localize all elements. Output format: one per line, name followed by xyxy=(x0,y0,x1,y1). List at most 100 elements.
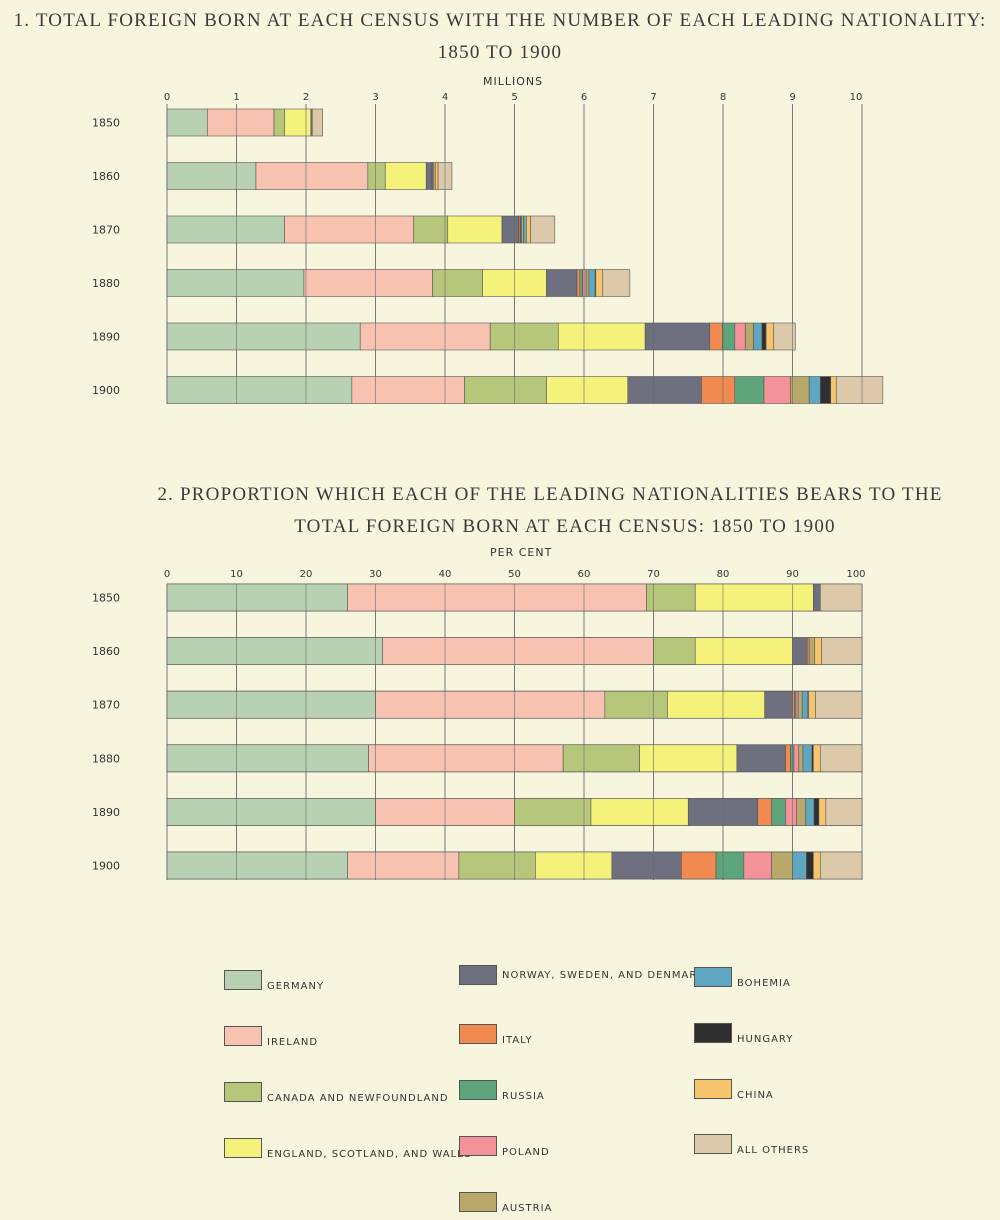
chart1-tick-label: 5 xyxy=(511,92,517,103)
chart2-title: 2. PROPORTION WHICH EACH OF THE LEADING … xyxy=(157,484,943,505)
chart1-year-label: 1870 xyxy=(92,224,120,237)
chart2-bar-bohemia-1900 xyxy=(792,851,807,880)
chart2-bar-england-1890 xyxy=(590,798,689,826)
chart1-tick-label: 9 xyxy=(789,92,795,103)
chart2-tick-label: 0 xyxy=(164,569,170,580)
chart2-bar-norway-1850 xyxy=(813,583,821,612)
chart1-bar-allothers-1900 xyxy=(835,376,884,404)
chart2-bar-canada-1870 xyxy=(604,690,668,719)
chart1-tick-label: 1 xyxy=(233,92,239,103)
chart2-bar-allothers-1870 xyxy=(815,690,863,719)
chart1-bar-italy-1900 xyxy=(701,376,736,404)
chart2-bar-poland-1870 xyxy=(795,690,799,719)
chart1-bar-ireland-1890 xyxy=(359,322,491,351)
chart2-tick-label: 50 xyxy=(508,569,521,580)
chart2-axis-label: PER CENT xyxy=(490,546,553,559)
chart2-bar-allothers-1880 xyxy=(819,744,863,773)
chart2-bar-germany-1880 xyxy=(166,744,369,773)
chart1-tick-label: 7 xyxy=(650,92,656,103)
chart2-bar-germany-1890 xyxy=(166,798,376,826)
chart1-bar-germany-1850 xyxy=(166,108,208,137)
chart1-bar-canada-1880 xyxy=(432,269,483,297)
chart2-bar-ireland-1850 xyxy=(347,583,647,612)
chart1-tick-label: 2 xyxy=(303,92,309,103)
chart2-tick-label: 10 xyxy=(230,569,243,580)
chart2-bar-ireland-1870 xyxy=(375,690,606,719)
chart2-tick-label: 100 xyxy=(846,569,865,580)
chart2-bar-ireland-1860 xyxy=(382,637,654,665)
chart1-bar-germany-1890 xyxy=(166,322,361,351)
chart2-year-label: 1890 xyxy=(92,806,120,819)
chart2-bar-china-1900 xyxy=(813,851,821,880)
chart2-bar-hungary-1900 xyxy=(806,851,814,880)
chart1-bar-england-1890 xyxy=(557,322,646,351)
chart2-bar-poland-1880 xyxy=(793,744,800,773)
chart2-bar-austria-1900 xyxy=(771,851,793,880)
chart1-bar-england-1900 xyxy=(546,376,629,404)
chart2-bar-austria-1860 xyxy=(808,637,816,665)
chart2-tick-label: 70 xyxy=(647,569,660,580)
chart2-bar-norway-1900 xyxy=(611,851,682,880)
chart1-bar-ireland-1900 xyxy=(351,376,465,404)
chart1-bar-norway-1890 xyxy=(644,322,711,351)
chart2-bar-china-1890 xyxy=(818,798,827,826)
chart1-bar-allothers-1870 xyxy=(530,215,556,244)
chart2-bar-ireland-1900 xyxy=(347,851,460,880)
chart1-year-label: 1860 xyxy=(92,170,120,183)
chart1-bar-canada-1900 xyxy=(464,376,547,404)
chart2-bar-germany-1860 xyxy=(166,637,383,665)
chart1-year-label: 1850 xyxy=(92,117,120,130)
chart2-bar-canada-1890 xyxy=(514,798,592,826)
chart2-bar-england-1900 xyxy=(535,851,613,880)
chart2-tick-label: 40 xyxy=(439,569,452,580)
chart2-year-label: 1860 xyxy=(92,645,120,658)
chart2-bar-canada-1880 xyxy=(562,744,640,773)
chart2-bar-russia-1900 xyxy=(715,851,745,880)
chart2-bar-austria-1880 xyxy=(798,744,804,773)
chart2-bar-china-1880 xyxy=(813,744,821,773)
chart2-bar-poland-1890 xyxy=(785,798,797,826)
chart1-tick-label: 8 xyxy=(720,92,726,103)
chart2-bar-norway-1860 xyxy=(792,637,807,665)
chart1-tick-label: 0 xyxy=(164,92,170,103)
chart2-bar-bohemia-1880 xyxy=(802,744,813,773)
chart2-bar-russia-1880 xyxy=(790,744,795,773)
chart1-bar-allothers-1890 xyxy=(773,322,796,351)
chart2-bar-china-1870 xyxy=(808,690,816,719)
chart2-bar-bohemia-1870 xyxy=(801,690,809,719)
chart2-year-label: 1870 xyxy=(92,699,120,712)
chart2-year-label: 1850 xyxy=(92,592,120,605)
chart2-bar-england-1860 xyxy=(694,637,793,665)
chart1-year-label: 1900 xyxy=(92,384,120,397)
chart1-bar-canada-1890 xyxy=(489,322,559,351)
chart1-subtitle: 1850 TO 1900 xyxy=(437,42,563,63)
chart2-bar-bohemia-1890 xyxy=(805,798,815,826)
chart2-bar-germany-1850 xyxy=(166,583,348,612)
chart2-year-label: 1880 xyxy=(92,752,120,765)
chart2-bar-canada-1850 xyxy=(646,583,696,612)
chart1-tick-label: 10 xyxy=(850,92,863,103)
chart1-bar-ireland-1850 xyxy=(207,108,275,137)
chart1-bar-norway-1900 xyxy=(627,376,702,404)
chart2-bar-italy-1880 xyxy=(785,744,791,773)
chart2-bar-ireland-1880 xyxy=(368,744,564,773)
chart2-bar-russia-1890 xyxy=(771,798,786,826)
chart2-bar-england-1880 xyxy=(639,744,738,773)
chart2-bar-england-1850 xyxy=(694,583,814,612)
chart1-tick-label: 3 xyxy=(372,92,378,103)
chart2-bar-england-1870 xyxy=(667,690,766,719)
chart1-bar-allothers-1850 xyxy=(311,108,323,137)
chart1-bar-germany-1870 xyxy=(166,215,285,244)
chart1-bar-allothers-1880 xyxy=(602,269,631,297)
chart2-tick-label: 60 xyxy=(578,569,591,580)
chart2-bar-norway-1870 xyxy=(764,690,793,719)
chart2-bar-austria-1870 xyxy=(797,690,803,719)
chart1-bar-germany-1880 xyxy=(166,269,305,297)
chart2-bar-poland-1900 xyxy=(743,851,772,880)
chart2-bar-norway-1880 xyxy=(736,744,786,773)
chart1-tick-label: 6 xyxy=(581,92,587,103)
chart2-bar-allothers-1900 xyxy=(819,851,863,880)
chart1-bar-canada-1870 xyxy=(413,215,449,244)
